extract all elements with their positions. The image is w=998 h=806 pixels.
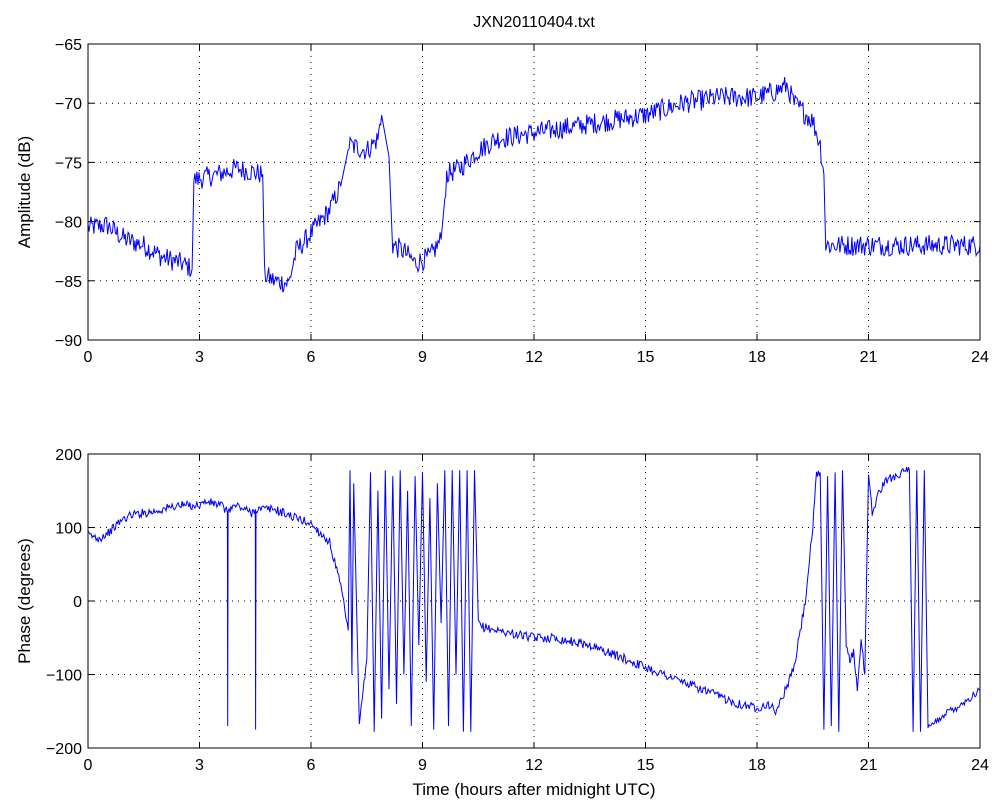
phase-y-tick-label: 0	[73, 594, 82, 611]
chart-title: JXN20110404.txt	[473, 14, 595, 31]
phase-plot-frame	[87, 453, 981, 749]
phase-series-line	[87, 466, 981, 732]
amplitude-y-tick-label: −65	[55, 37, 82, 54]
amplitude-panel: 0 3 6 9 12 15 18 21 24 −65 −70 −75 −80 −85 −90 JXN20110…	[15, 14, 989, 366]
amplitude-y-tick-label: −80	[55, 215, 82, 232]
amplitude-x-tick-label: 6	[307, 349, 316, 366]
phase-x-tick-label: 24	[971, 757, 989, 774]
amplitude-y-tick-label: −75	[55, 155, 82, 172]
phase-x-tick-label: 21	[860, 757, 878, 774]
phase-x-tick-label: 18	[748, 757, 766, 774]
amplitude-y-axis-label: Amplitude (dB)	[15, 136, 34, 248]
phase-y-tick-label: −100	[46, 668, 82, 685]
amplitude-x-tick-label: 21	[860, 349, 878, 366]
amplitude-series-line	[87, 76, 981, 293]
amplitude-y-tick-label: −90	[55, 333, 82, 350]
phase-x-tick-label: 3	[195, 757, 204, 774]
phase-y-tick-label: 200	[55, 447, 82, 464]
amplitude-x-tick-label: 24	[971, 349, 989, 366]
phase-x-tick-label: 12	[525, 757, 543, 774]
phase-x-tick-label: 0	[84, 757, 93, 774]
phase-panel: 0 3 6 9 12 15 18 21 24 200 100 0 −100 −200 Phase (degr…	[15, 447, 989, 799]
phase-y-tick-label: 100	[55, 521, 82, 538]
amplitude-x-tick-label: 9	[418, 349, 427, 366]
phase-x-tick-label: 15	[637, 757, 655, 774]
amplitude-x-tick-label: 12	[525, 349, 543, 366]
amplitude-x-tick-label: 18	[748, 349, 766, 366]
amplitude-y-tick-label: −85	[55, 274, 82, 291]
phase-y-axis-label: Phase (degrees)	[15, 538, 34, 664]
phase-x-axis-label: Time (hours after midnight UTC)	[412, 780, 655, 799]
phase-x-tick-label: 9	[418, 757, 427, 774]
amplitude-x-tick-label: 3	[195, 349, 204, 366]
amplitude-x-tick-label: 0	[84, 349, 93, 366]
amplitude-x-tick-label: 15	[637, 349, 655, 366]
phase-x-tick-label: 6	[307, 757, 316, 774]
phase-y-tick-label: −200	[46, 741, 82, 758]
amplitude-plot-frame	[87, 43, 981, 341]
amplitude-y-tick-label: −70	[55, 96, 82, 113]
